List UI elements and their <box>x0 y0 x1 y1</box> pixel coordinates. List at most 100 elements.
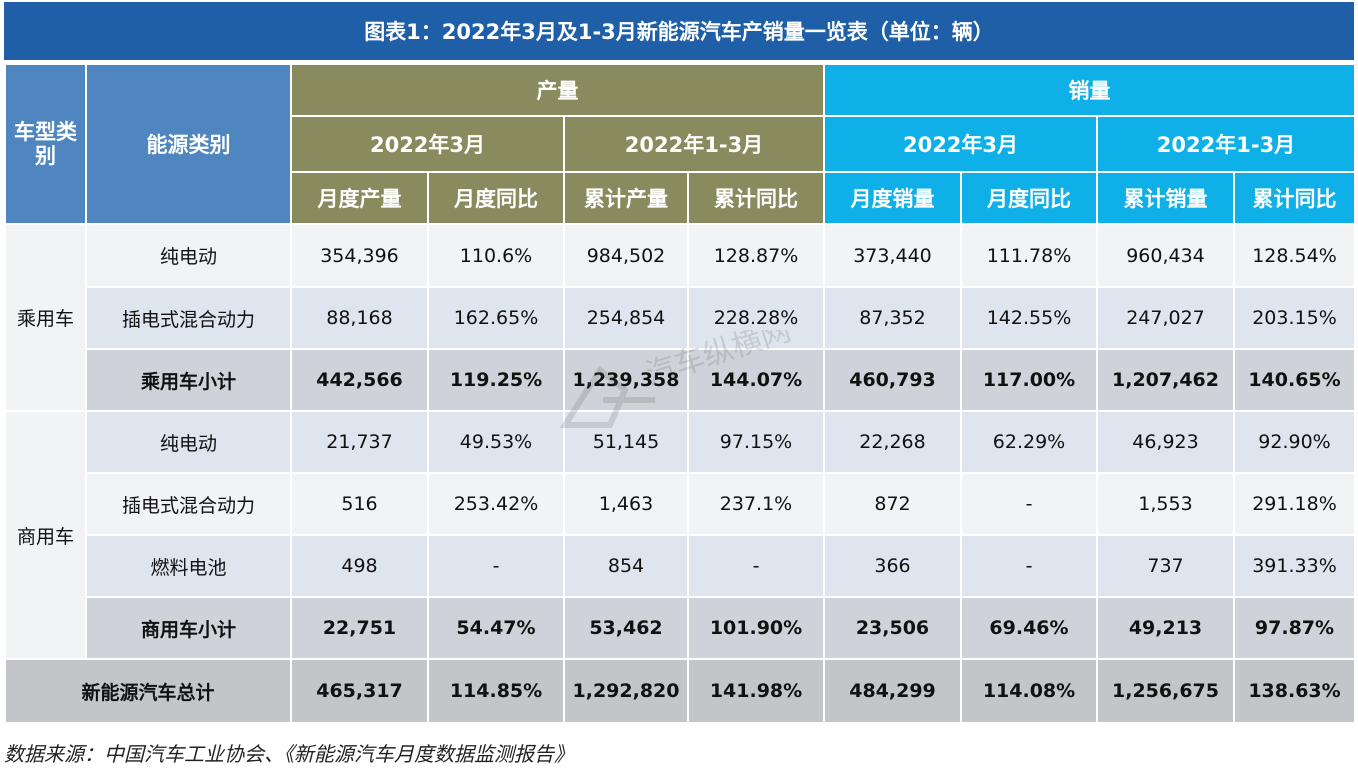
cell: 21,737 <box>290 410 429 474</box>
cell: 117.00% <box>960 348 1098 412</box>
subtotal-row: 乘用车小计 442,566 119.25% 1,239,358 144.07% … <box>5 348 1356 412</box>
header-sales-month: 2022年3月 <box>823 115 1098 173</box>
table-row: 燃料电池 498 - 854 - 366 - 737 391.33% <box>5 534 1356 598</box>
cell: 92.90% <box>1233 410 1356 474</box>
cell: 516 <box>290 472 429 536</box>
header-production-ytd: 2022年1-3月 <box>563 115 825 173</box>
table-row: 插电式混合动力 88,168 162.65% 254,854 228.28% 8… <box>5 286 1356 350</box>
cell: 291.18% <box>1233 472 1356 536</box>
cell: 373,440 <box>823 223 962 288</box>
header-sales: 销量 <box>823 63 1356 117</box>
data-source-note: 数据来源：中国汽车工业协会、《新能源汽车月度数据监测报告》 <box>4 742 574 766</box>
cell: 128.87% <box>687 223 825 288</box>
cell: 119.25% <box>427 348 565 412</box>
cell: 254,854 <box>563 286 689 350</box>
cell: 854 <box>563 534 689 598</box>
cell: 737 <box>1096 534 1235 598</box>
cell: 498 <box>290 534 429 598</box>
header-energy-type: 能源类别 <box>85 63 292 225</box>
cell: - <box>960 472 1098 536</box>
cell: 872 <box>823 472 962 536</box>
header-production: 产量 <box>290 63 825 117</box>
table-row: 商用车 纯电动 21,737 49.53% 51,145 97.15% 22,2… <box>4 410 1356 660</box>
subtotal-row: 商用车小计 22,751 54.47% 53,462 101.90% 23,50… <box>5 596 1356 660</box>
cell: 142.55% <box>960 286 1098 350</box>
cell: 203.15% <box>1233 286 1356 350</box>
cell: 1,207,462 <box>1096 348 1235 412</box>
row-label: 插电式混合动力 <box>85 286 292 350</box>
cell: 484,299 <box>823 658 962 724</box>
cell: 460,793 <box>823 348 962 412</box>
cell: 442,566 <box>290 348 429 412</box>
cell: 22,751 <box>290 596 429 660</box>
cell: 391.33% <box>1233 534 1356 598</box>
cell: 87,352 <box>823 286 962 350</box>
cell: 162.65% <box>427 286 565 350</box>
cell: - <box>687 534 825 598</box>
cell: 101.90% <box>687 596 825 660</box>
cell: 114.08% <box>960 658 1098 724</box>
cell: 960,434 <box>1096 223 1235 288</box>
cell: 51,145 <box>563 410 689 474</box>
header-production-month: 2022年3月 <box>290 115 565 173</box>
row-label: 插电式混合动力 <box>85 472 292 536</box>
cell: 141.98% <box>687 658 825 724</box>
cell: 138.63% <box>1233 658 1356 724</box>
total-row: 新能源汽车总计 465,317 114.85% 1,292,820 141.98… <box>4 658 1356 724</box>
total-label: 新能源汽车总计 <box>4 658 292 724</box>
row-label: 纯电动 <box>85 410 292 474</box>
row-label: 商用车小计 <box>85 596 292 660</box>
cell: 1,239,358 <box>563 348 689 412</box>
header-vehicle-type: 车型类别 <box>4 63 87 225</box>
table-title: 图表1：2022年3月及1-3月新能源汽车产销量一览表（单位：辆） <box>4 2 1354 60</box>
cell: 1,463 <box>563 472 689 536</box>
cell: 144.07% <box>687 348 825 412</box>
cell: 354,396 <box>290 223 429 288</box>
cell: 54.47% <box>427 596 565 660</box>
cell: 22,268 <box>823 410 962 474</box>
cell: 984,502 <box>563 223 689 288</box>
row-label: 纯电动 <box>85 223 292 288</box>
cell: 23,506 <box>823 596 962 660</box>
cell: - <box>427 534 565 598</box>
cell: 62.29% <box>960 410 1098 474</box>
col-header: 月度同比 <box>427 171 565 225</box>
cell: 97.87% <box>1233 596 1356 660</box>
cell: 253.42% <box>427 472 565 536</box>
cell: 88,168 <box>290 286 429 350</box>
cell: 110.6% <box>427 223 565 288</box>
cell: 46,923 <box>1096 410 1235 474</box>
cell: 366 <box>823 534 962 598</box>
cell: 97.15% <box>687 410 825 474</box>
table-row: 乘用车 纯电动 354,396 110.6% 984,502 128.87% 3… <box>4 223 1356 412</box>
header-sales-ytd: 2022年1-3月 <box>1096 115 1356 173</box>
cell: 49.53% <box>427 410 565 474</box>
cell: 237.1% <box>687 472 825 536</box>
col-header: 累计销量 <box>1096 171 1235 225</box>
col-header: 月度同比 <box>960 171 1098 225</box>
cell: 1,256,675 <box>1096 658 1235 724</box>
row-label: 乘用车小计 <box>85 348 292 412</box>
table-row: 插电式混合动力 516 253.42% 1,463 237.1% 872 - 1… <box>5 472 1356 536</box>
cell: 140.65% <box>1233 348 1356 412</box>
cell: 53,462 <box>563 596 689 660</box>
cell: 228.28% <box>687 286 825 350</box>
group-passenger: 乘用车 <box>4 223 87 412</box>
cell: 128.54% <box>1233 223 1356 288</box>
cell: 465,317 <box>290 658 429 724</box>
group-commercial: 商用车 <box>4 410 87 660</box>
cell: 114.85% <box>427 658 565 724</box>
cell: 111.78% <box>960 223 1098 288</box>
cell: 247,027 <box>1096 286 1235 350</box>
col-header: 累计同比 <box>687 171 825 225</box>
data-table: 车型类别 能源类别 产量 销量 2022年3月 2022年1-3月 2022年3… <box>4 63 1356 724</box>
cell: 49,213 <box>1096 596 1235 660</box>
col-header: 累计同比 <box>1233 171 1356 225</box>
col-header: 累计产量 <box>563 171 689 225</box>
cell: 1,292,820 <box>563 658 689 724</box>
cell: 1,553 <box>1096 472 1235 536</box>
col-header: 月度产量 <box>290 171 429 225</box>
cell: - <box>960 534 1098 598</box>
col-header: 月度销量 <box>823 171 962 225</box>
cell: 69.46% <box>960 596 1098 660</box>
